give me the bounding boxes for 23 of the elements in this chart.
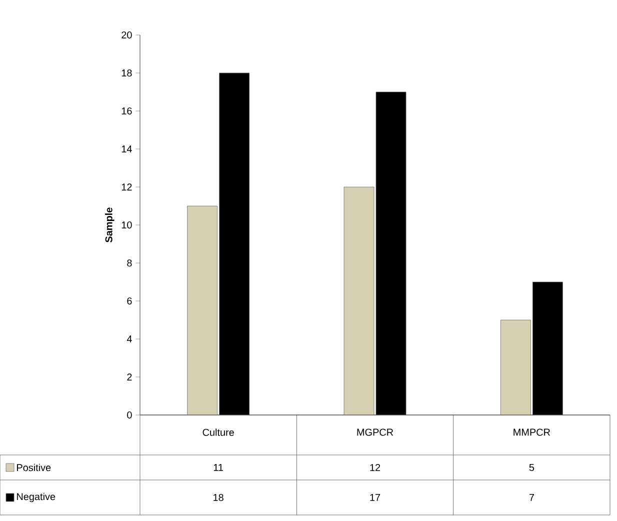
y-tick-label: 18	[122, 69, 132, 77]
data-label: 18	[214, 494, 224, 502]
x-tick-label: Culture	[202, 428, 234, 436]
y-axis-title: Sample	[105, 208, 114, 242]
data-label: 7	[529, 494, 534, 501]
x-tick-label: MGPCR	[357, 428, 394, 436]
legend-label: Positive	[17, 464, 51, 472]
legend-label: Negative	[17, 492, 56, 502]
y-tick-label: 4	[126, 336, 132, 342]
y-tick-label: 10	[122, 221, 132, 229]
y-tick-label: 14	[122, 146, 132, 152]
x-tick-label: MMPCR	[514, 428, 550, 436]
y-tick-label: 0	[127, 411, 132, 419]
data-label: 17	[370, 494, 380, 501]
y-tick-label: 6	[127, 297, 132, 305]
data-label: 11	[214, 464, 223, 471]
y-tick-label: 20	[122, 31, 132, 39]
y-tick-label: 8	[127, 259, 132, 267]
data-label: 5	[529, 464, 534, 471]
y-tick-label: 2	[127, 374, 132, 380]
y-tick-label: 12	[122, 184, 132, 190]
data-label: 12	[370, 464, 380, 471]
y-tick-label: 16	[122, 107, 132, 115]
